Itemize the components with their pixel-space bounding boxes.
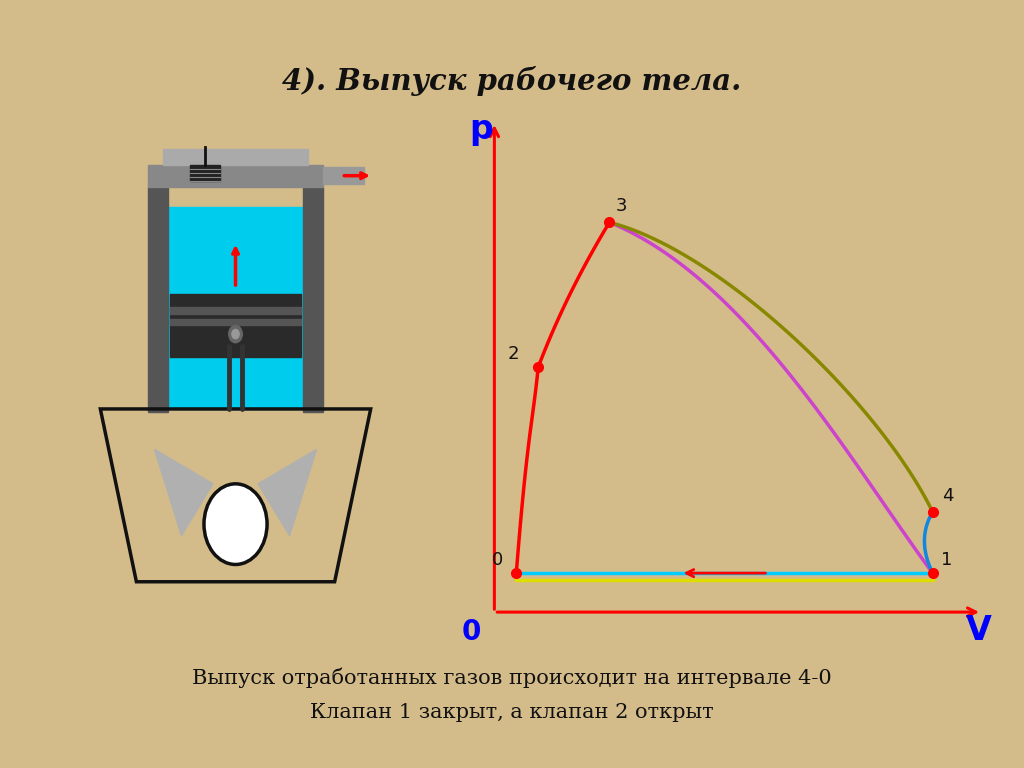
Text: p: p xyxy=(470,113,494,146)
Text: 3: 3 xyxy=(616,197,628,215)
Text: 4). Выпуск рабочего тела.: 4). Выпуск рабочего тела. xyxy=(283,65,741,96)
Bar xyxy=(164,149,307,165)
Text: 1: 1 xyxy=(941,551,952,569)
Polygon shape xyxy=(258,449,316,536)
Text: 0: 0 xyxy=(462,618,481,646)
Text: 4: 4 xyxy=(942,487,954,505)
Bar xyxy=(303,187,324,412)
Circle shape xyxy=(204,484,267,564)
Bar xyxy=(190,165,220,181)
Text: 2: 2 xyxy=(508,345,519,362)
Bar xyxy=(170,307,301,314)
Circle shape xyxy=(231,329,240,339)
Bar xyxy=(170,294,301,357)
Text: 0: 0 xyxy=(492,551,503,569)
Bar xyxy=(168,207,303,409)
Bar xyxy=(324,167,364,184)
Polygon shape xyxy=(155,449,213,536)
Text: Клапан 1 закрыт, а клапан 2 открыт: Клапан 1 закрыт, а клапан 2 открыт xyxy=(310,703,714,722)
Bar xyxy=(147,187,168,412)
Text: Выпуск отработанных газов происходит на интервале 4-0: Выпуск отработанных газов происходит на … xyxy=(193,667,831,687)
Text: V: V xyxy=(966,614,991,647)
Bar xyxy=(170,319,301,326)
Bar xyxy=(147,165,324,187)
Circle shape xyxy=(228,326,243,343)
